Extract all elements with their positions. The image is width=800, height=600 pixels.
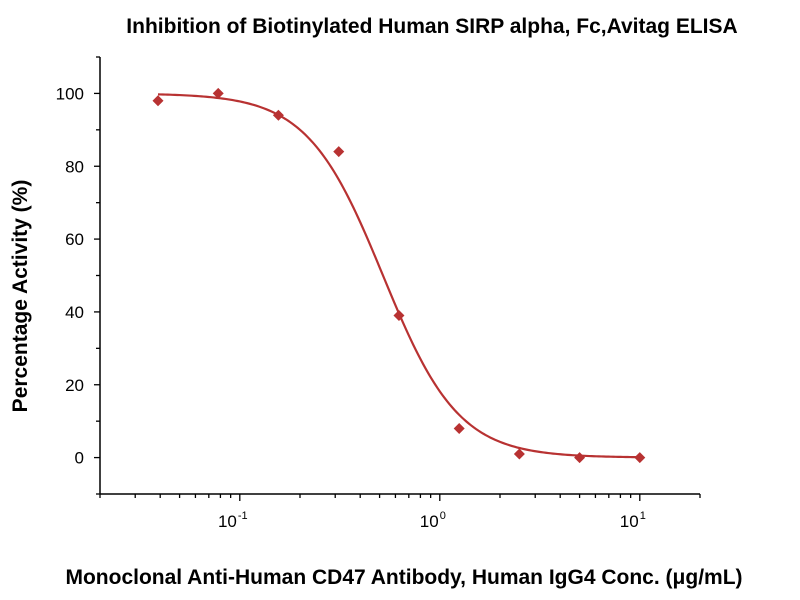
x-tick-label: 101 (620, 510, 646, 531)
data-point (212, 87, 224, 99)
x-tick-label: 100 (420, 510, 446, 531)
x-tick-exponent: 1 (640, 510, 646, 522)
x-tick-exponent: -1 (238, 510, 248, 522)
y-tick-label: 20 (65, 376, 84, 395)
x-tick-base: 10 (620, 512, 639, 531)
data-point (333, 146, 345, 158)
y-tick-label: 60 (65, 230, 84, 249)
chart-title: Inhibition of Biotinylated Human SIRP al… (126, 15, 737, 38)
data-point (393, 310, 405, 322)
y-tick-label: 80 (65, 157, 84, 176)
data-point (453, 422, 465, 434)
x-ticks: 10-1 100 101 (99, 494, 701, 531)
data-point (272, 109, 284, 121)
data-points (152, 87, 646, 464)
data-point (634, 452, 646, 464)
y-ticks: 0 20 40 60 80 100 (56, 56, 100, 495)
x-tick-label: 10-1 (218, 510, 248, 531)
y-axis-label: Percentage Activity (%) (9, 180, 32, 413)
x-axis-label: Monoclonal Anti-Human CD47 Antibody, Hum… (65, 566, 742, 589)
x-tick-base: 10 (420, 512, 439, 531)
y-tick-label: 40 (65, 303, 84, 322)
y-tick-label: 0 (75, 449, 84, 468)
x-tick-exponent: 0 (440, 510, 446, 522)
fit-curve (157, 93, 640, 459)
data-point (513, 448, 525, 460)
data-point (574, 452, 586, 464)
x-tick-base: 10 (218, 512, 237, 531)
data-point (152, 95, 164, 107)
y-tick-label: 100 (56, 84, 84, 103)
